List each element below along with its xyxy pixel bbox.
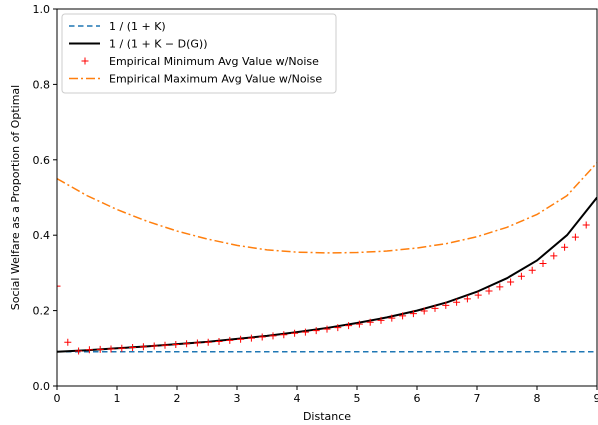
data-point-marker [215,338,223,346]
series-line-3 [57,162,597,254]
data-point-marker [129,344,137,352]
data-point-marker [107,345,115,353]
data-point-marker [161,341,169,349]
data-point-marker [399,312,407,320]
axes: 0 1 2 3 4 5 6 7 8 9 0.0 0.2 0.4 0.6 0.8 1.0 [33,3,598,405]
data-point-marker [183,340,191,348]
data-point-marker [539,259,547,267]
data-point-marker [204,338,212,346]
x-tick-label: 8 [534,392,541,405]
x-tick-label: 3 [234,392,241,405]
data-point-marker [312,327,320,335]
x-tick-label: 7 [474,392,481,405]
data-point-marker [57,282,61,290]
data-point-marker [258,333,266,341]
data-point-marker [301,328,309,336]
y-tick-label: 0.2 [33,305,51,318]
x-axis-label: Distance [303,410,351,423]
y-tick-label: 1.0 [33,3,51,16]
legend-box [61,13,337,94]
plot-area [57,162,597,355]
data-point-marker [85,346,93,354]
data-point-marker [323,325,331,333]
x-tick-label: 1 [114,392,121,405]
data-point-marker [280,331,288,339]
y-axis-label: Social Welfare as a Proportion of Optima… [9,85,22,310]
y-tick-label: 0.4 [33,229,51,242]
legend: 1 / (1 + K) 1 / (1 + K − D(G)) Empirical M… [61,13,337,94]
data-point-marker [118,344,126,352]
legend-label: 1 / (1 + K − D(G)) [109,38,208,51]
data-point-marker [150,342,158,350]
data-point-marker [517,272,525,280]
data-point-marker [550,252,558,260]
data-point-marker [96,345,104,353]
data-point-marker [345,322,353,330]
data-point-marker [75,347,83,355]
data-point-marker [463,295,471,303]
y-tick-label: 0.8 [33,78,51,91]
series-group [57,162,597,355]
data-point-marker [388,314,396,322]
data-point-marker [247,334,255,342]
data-point-marker [582,221,590,229]
data-point-marker [226,336,234,344]
x-tick-label: 9 [594,392,598,405]
legend-marker [81,57,89,65]
data-point-marker [420,307,428,315]
x-tick-label: 6 [414,392,421,405]
data-point-marker [366,318,374,326]
data-point-marker [172,341,180,349]
data-point-marker [355,320,363,328]
y-tick-label: 0.6 [33,154,51,167]
data-point-marker [193,339,201,347]
data-point-marker [139,343,147,351]
data-point-marker [409,310,417,318]
data-point-marker [431,304,439,312]
data-point-marker [528,266,536,274]
data-point-marker [334,324,342,332]
x-tick-label: 0 [54,392,61,405]
x-tick-label: 5 [354,392,361,405]
y-tick-label: 0.0 [33,380,51,393]
x-tick-label: 2 [174,392,181,405]
data-point-marker [442,301,450,309]
data-point-marker [496,283,504,291]
plot-frame [56,8,598,387]
legend-label: Empirical Minimum Avg Value w/Noise [109,55,319,68]
data-point-marker [474,291,482,299]
data-point-marker [377,316,385,324]
data-point-marker [571,233,579,241]
data-point-marker [453,298,461,306]
data-point-marker [269,332,277,340]
data-point-marker [64,338,72,346]
data-point-marker [237,335,245,343]
data-point-marker [291,329,299,337]
data-point-marker [507,278,515,286]
legend-label: Empirical Maximum Avg Value w/Noise [109,73,322,86]
x-tick-label: 4 [294,392,301,405]
data-point-marker [485,287,493,295]
data-point-marker [561,243,569,251]
legend-label: 1 / (1 + K) [109,20,166,33]
